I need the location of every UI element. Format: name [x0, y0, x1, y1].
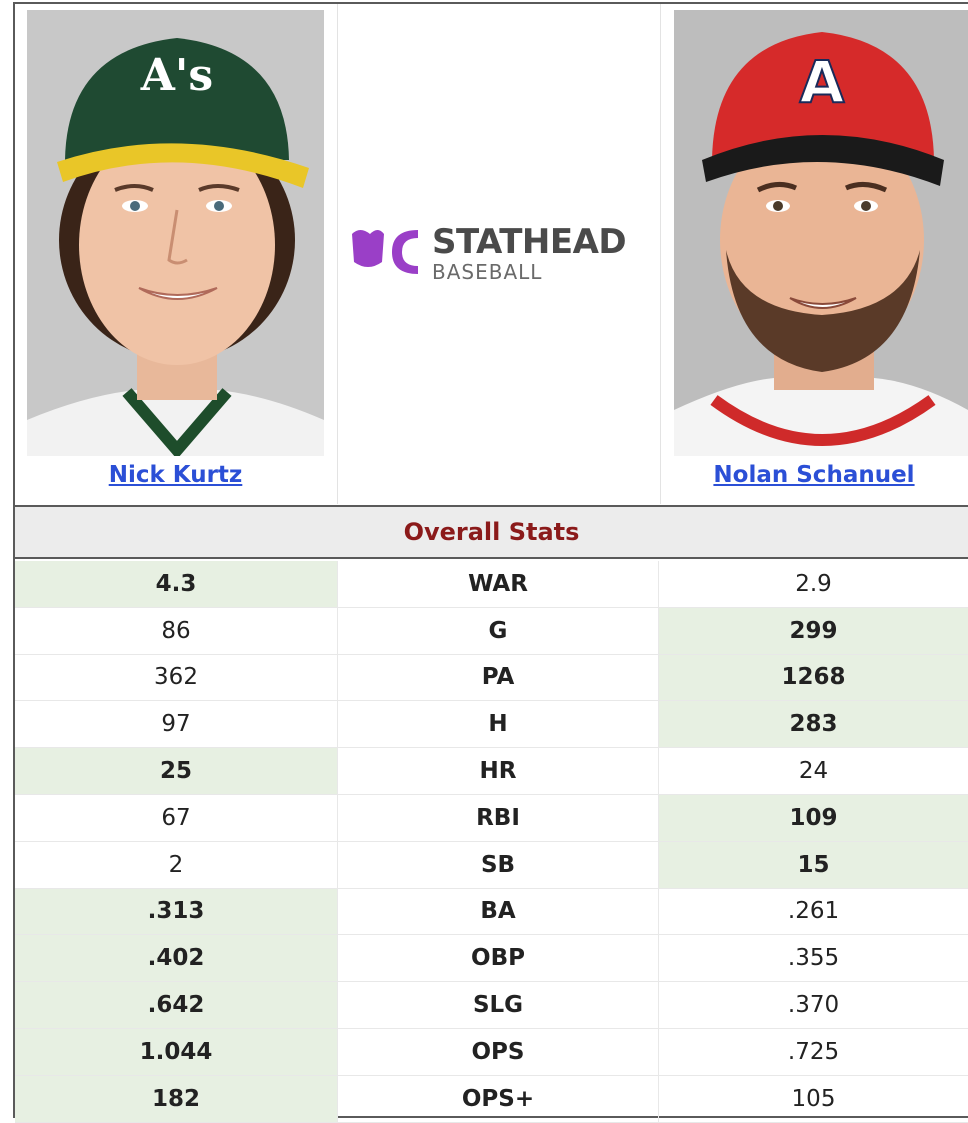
logo-subtitle: BASEBALL [432, 260, 542, 284]
stat-label: H [337, 701, 659, 747]
stat-label: HR [337, 748, 659, 794]
stat-value-left: 97 [15, 701, 337, 747]
stat-value-right: 2.9 [659, 561, 968, 607]
player-right-column: A Nolan Schanuel [660, 4, 968, 504]
stat-value-right: .725 [659, 1029, 968, 1075]
stat-row-obp: .402 OBP .355 [15, 935, 968, 982]
stathead-logo-icon [348, 222, 428, 284]
player-photo-right: A [674, 10, 968, 456]
stat-row-ops-plus: 182 OPS+ 105 [15, 1076, 968, 1123]
stat-row-sb: 2 SB 15 [15, 842, 968, 889]
stat-value-right: .261 [659, 889, 968, 935]
stat-value-left: 1.044 [15, 1029, 337, 1075]
stat-value-right: 1268 [659, 655, 968, 701]
stat-value-right: .355 [659, 935, 968, 981]
stat-value-right: 299 [659, 608, 968, 654]
stat-label: SLG [337, 982, 659, 1028]
player-name-left-link[interactable]: Nick Kurtz [15, 462, 336, 488]
player-left-column: A's Nick Kurtz [15, 4, 336, 504]
stat-row-ops: 1.044 OPS .725 [15, 1029, 968, 1076]
stat-value-left: 25 [15, 748, 337, 794]
stat-label: BA [337, 889, 659, 935]
stat-row-rbi: 67 RBI 109 [15, 795, 968, 842]
stat-label: RBI [337, 795, 659, 841]
section-title: Overall Stats [15, 505, 968, 559]
svg-text:A: A [800, 48, 845, 116]
stat-row-ba: .313 BA .261 [15, 889, 968, 936]
stat-value-right: 15 [659, 842, 968, 888]
stat-value-right: 283 [659, 701, 968, 747]
stat-value-left: .642 [15, 982, 337, 1028]
stat-row-hr: 25 HR 24 [15, 748, 968, 795]
stat-label: SB [337, 842, 659, 888]
svg-text:A's: A's [140, 50, 213, 101]
logo-wordmark: STATHEAD [432, 222, 626, 262]
stat-label: OPS [337, 1029, 659, 1075]
stat-value-left: .402 [15, 935, 337, 981]
logo-column: STATHEAD BASEBALL [337, 4, 661, 504]
stat-label: G [337, 608, 659, 654]
stat-value-right: .370 [659, 982, 968, 1028]
stat-value-left: 86 [15, 608, 337, 654]
stats-table: 4.3 WAR 2.9 86 G 299 362 PA 1268 97 H 283 25 HR 24 67 RB… [15, 561, 968, 1123]
stat-value-left: 182 [15, 1076, 337, 1122]
stat-row-g: 86 G 299 [15, 608, 968, 655]
stat-row-slg: .642 SLG .370 [15, 982, 968, 1029]
player-photo-left: A's [27, 10, 324, 456]
stat-value-left: .313 [15, 889, 337, 935]
stat-label: OBP [337, 935, 659, 981]
stat-value-left: 362 [15, 655, 337, 701]
stat-value-left: 67 [15, 795, 337, 841]
player-name-right-link[interactable]: Nolan Schanuel [660, 462, 968, 488]
stathead-logo[interactable]: STATHEAD BASEBALL [348, 222, 653, 284]
comparison-header: A's Nick Kurtz STATHEAD BASEB [15, 4, 968, 504]
stat-row-h: 97 H 283 [15, 701, 968, 748]
stat-value-right: 105 [659, 1076, 968, 1122]
stat-value-left: 2 [15, 842, 337, 888]
stat-label: PA [337, 655, 659, 701]
stat-label: OPS+ [337, 1076, 659, 1122]
stat-value-left: 4.3 [15, 561, 337, 607]
stat-label: WAR [337, 561, 659, 607]
stat-value-right: 109 [659, 795, 968, 841]
stat-row-war: 4.3 WAR 2.9 [15, 561, 968, 608]
stat-value-right: 24 [659, 748, 968, 794]
stat-row-pa: 362 PA 1268 [15, 655, 968, 702]
